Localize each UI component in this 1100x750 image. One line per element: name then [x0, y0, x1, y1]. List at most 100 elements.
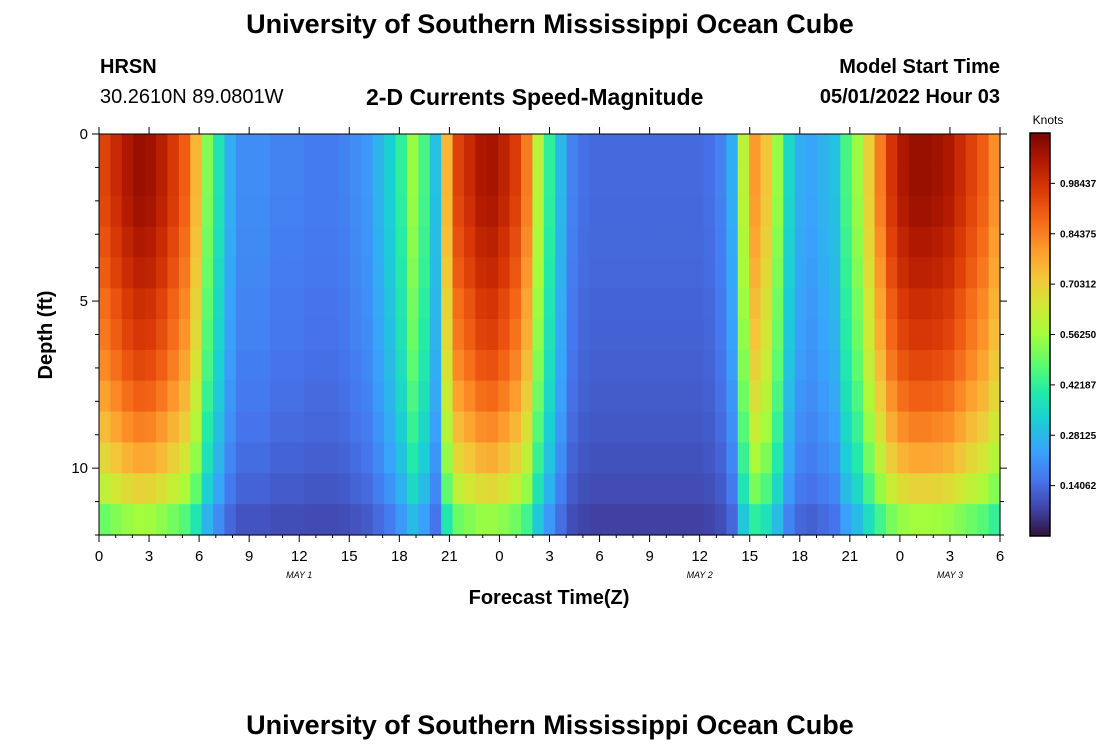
heatmap-cell: [327, 288, 340, 320]
heatmap-cell: [441, 164, 454, 197]
heatmap-cell: [874, 226, 887, 258]
heatmap-cell: [338, 257, 351, 289]
heatmap-cell: [463, 164, 476, 197]
heatmap-cell: [623, 164, 636, 197]
heatmap-cell: [133, 380, 146, 413]
heatmap-cell: [384, 442, 397, 474]
heatmap-cell: [555, 442, 568, 474]
heatmap-cell: [863, 226, 876, 258]
heatmap-cell: [395, 380, 408, 413]
heatmap-cell: [361, 226, 374, 258]
heatmap-cell: [646, 164, 659, 197]
heatmap-cell: [863, 504, 876, 536]
heatmap-cell: [156, 134, 169, 166]
heatmap-cell: [463, 349, 476, 382]
heatmap-cell: [749, 442, 762, 474]
heatmap-cell: [737, 288, 750, 320]
heatmap-cell: [315, 380, 328, 413]
heatmap-cell: [156, 164, 169, 197]
heatmap-cell: [441, 504, 454, 536]
heatmap-cell: [281, 257, 294, 289]
heatmap-cell: [726, 411, 739, 444]
heatmap-cell: [623, 195, 636, 228]
heatmap-cell: [349, 195, 362, 228]
heatmap-cell: [726, 442, 739, 474]
heatmap-cell: [771, 319, 784, 351]
heatmap-cell: [304, 195, 317, 228]
heatmap-cell: [201, 164, 214, 197]
heatmap-cell: [178, 319, 191, 351]
heatmap-cell: [578, 442, 591, 474]
heatmap-cell: [635, 349, 648, 382]
heatmap-cell: [874, 288, 887, 320]
heatmap-cell: [703, 473, 716, 505]
heatmap-cell: [509, 319, 522, 351]
heatmap-cell: [600, 257, 613, 289]
heatmap-cell: [988, 226, 1001, 258]
heatmap-cell: [304, 442, 317, 474]
heatmap-cell: [692, 442, 705, 474]
heatmap-cell: [635, 164, 648, 197]
heatmap-cell: [361, 349, 374, 382]
heatmap-cell: [213, 257, 226, 289]
heatmap-cell: [133, 473, 146, 505]
heatmap-cell: [988, 134, 1001, 166]
heatmap-cell: [589, 164, 602, 197]
heatmap-cell: [235, 504, 248, 536]
heatmap-cell: [235, 134, 248, 166]
heatmap-cell: [418, 319, 431, 351]
heatmap-cell: [156, 319, 169, 351]
heatmap-cell: [361, 164, 374, 197]
heatmap-cell: [863, 411, 876, 444]
heatmap-cell: [612, 226, 625, 258]
heatmap-cell: [498, 257, 511, 289]
colorbar-label: Knots: [1033, 113, 1064, 127]
heatmap-cell: [623, 134, 636, 166]
heatmap-cell: [771, 349, 784, 382]
heatmap-cell: [680, 473, 693, 505]
heatmap-cell: [463, 473, 476, 505]
heatmap-cell: [247, 349, 260, 382]
heatmap-cell: [338, 319, 351, 351]
heatmap-cell: [121, 164, 134, 197]
heatmap-cell: [920, 319, 933, 351]
heatmap-cell: [783, 226, 796, 258]
heatmap-cell: [680, 164, 693, 197]
heatmap-cell: [99, 257, 112, 289]
heatmap-cell: [372, 195, 385, 228]
heatmap-cell: [384, 380, 397, 413]
heatmap-cell: [794, 319, 807, 351]
heatmap-cell: [498, 134, 511, 166]
heatmap-cell: [988, 411, 1001, 444]
heatmap-cell: [121, 319, 134, 351]
heatmap-cell: [543, 226, 556, 258]
heatmap-cell: [429, 195, 442, 228]
heatmap-cell: [463, 288, 476, 320]
heatmap-cell: [213, 288, 226, 320]
heatmap-cell: [555, 164, 568, 197]
heatmap-cell: [920, 504, 933, 536]
heatmap-cell: [201, 226, 214, 258]
colorbar-tick-label: 0.98437: [1060, 179, 1097, 190]
heatmap-cell: [817, 226, 830, 258]
heatmap-cell: [714, 504, 727, 536]
heatmap-cell: [954, 226, 967, 258]
heatmap-cell: [213, 411, 226, 444]
heatmap-cell: [133, 257, 146, 289]
heatmap-cell: [851, 442, 864, 474]
heatmap-cell: [167, 380, 180, 413]
heatmap-cell: [463, 504, 476, 536]
heatmap-cell: [977, 411, 990, 444]
heatmap-cell: [749, 504, 762, 536]
heatmap-cell: [349, 442, 362, 474]
heatmap-cell: [190, 411, 203, 444]
heatmap-cell: [828, 319, 841, 351]
heatmap-cell: [213, 226, 226, 258]
heatmap-cell: [475, 134, 488, 166]
heatmap-cell: [578, 288, 591, 320]
heatmap-cell: [589, 226, 602, 258]
heatmap-cell: [304, 164, 317, 197]
heatmap-cell: [908, 411, 921, 444]
x-tick-label: 12: [291, 548, 308, 565]
heatmap-cell: [258, 473, 271, 505]
